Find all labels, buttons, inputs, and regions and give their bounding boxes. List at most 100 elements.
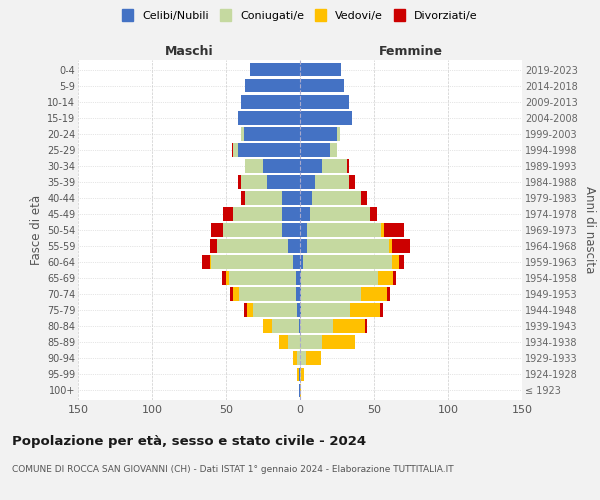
Bar bbox=[322, 159, 347, 172]
Bar bbox=[392, 239, 410, 253]
Bar bbox=[250, 63, 300, 76]
Bar bbox=[293, 256, 300, 269]
Bar bbox=[379, 272, 393, 285]
Bar bbox=[244, 304, 247, 317]
Bar bbox=[232, 143, 233, 156]
Bar bbox=[279, 336, 288, 349]
Bar bbox=[263, 320, 272, 333]
Text: COMUNE DI ROCCA SAN GIOVANNI (CH) - Dati ISTAT 1° gennaio 2024 - Elaborazione TU: COMUNE DI ROCCA SAN GIOVANNI (CH) - Dati… bbox=[12, 465, 454, 474]
Bar bbox=[241, 127, 244, 140]
Bar bbox=[300, 79, 344, 92]
Bar bbox=[301, 272, 379, 285]
Bar bbox=[233, 143, 238, 156]
Bar bbox=[241, 175, 268, 188]
Bar bbox=[223, 207, 233, 221]
Bar bbox=[300, 352, 306, 365]
Bar bbox=[300, 127, 337, 140]
Bar bbox=[226, 272, 229, 285]
Bar bbox=[299, 320, 300, 333]
Bar bbox=[389, 239, 392, 253]
Bar bbox=[211, 223, 223, 237]
Bar bbox=[361, 288, 388, 301]
Text: Femmine: Femmine bbox=[379, 46, 443, 59]
Bar bbox=[337, 127, 340, 140]
Bar bbox=[300, 256, 303, 269]
Bar bbox=[247, 304, 253, 317]
Bar bbox=[303, 256, 392, 269]
Bar bbox=[300, 223, 307, 237]
Bar bbox=[300, 143, 329, 156]
Bar bbox=[288, 239, 300, 253]
Bar bbox=[241, 191, 245, 204]
Bar bbox=[300, 384, 301, 397]
Bar bbox=[297, 304, 300, 317]
Bar bbox=[217, 239, 288, 253]
Bar bbox=[296, 272, 300, 285]
Bar bbox=[282, 223, 300, 237]
Bar bbox=[392, 256, 399, 269]
Bar bbox=[282, 191, 300, 204]
Bar bbox=[233, 207, 282, 221]
Bar bbox=[322, 336, 355, 349]
Bar bbox=[349, 175, 355, 188]
Bar bbox=[385, 223, 404, 237]
Bar bbox=[393, 272, 396, 285]
Bar bbox=[300, 159, 322, 172]
Bar bbox=[300, 320, 332, 333]
Bar bbox=[312, 191, 361, 204]
Bar bbox=[299, 368, 300, 381]
Bar bbox=[300, 207, 310, 221]
Bar bbox=[300, 175, 315, 188]
Bar bbox=[253, 304, 297, 317]
Y-axis label: Anni di nascita: Anni di nascita bbox=[583, 186, 596, 274]
Bar bbox=[300, 288, 301, 301]
Bar bbox=[300, 63, 341, 76]
Bar bbox=[301, 368, 304, 381]
Bar bbox=[299, 384, 300, 397]
Bar bbox=[307, 239, 389, 253]
Bar bbox=[229, 272, 296, 285]
Bar bbox=[245, 191, 282, 204]
Bar bbox=[296, 288, 300, 301]
Bar bbox=[238, 111, 300, 124]
Bar bbox=[300, 239, 307, 253]
Bar bbox=[233, 288, 239, 301]
Bar bbox=[238, 175, 241, 188]
Y-axis label: Fasce di età: Fasce di età bbox=[29, 195, 43, 265]
Bar bbox=[239, 288, 296, 301]
Bar bbox=[361, 191, 367, 204]
Bar bbox=[365, 320, 367, 333]
Bar bbox=[380, 304, 383, 317]
Bar bbox=[263, 159, 300, 172]
Bar bbox=[315, 175, 349, 188]
Bar bbox=[210, 239, 217, 253]
Bar bbox=[350, 304, 380, 317]
Bar bbox=[300, 191, 312, 204]
Bar bbox=[221, 272, 226, 285]
Bar bbox=[300, 95, 349, 108]
Bar bbox=[382, 223, 385, 237]
Bar bbox=[288, 336, 300, 349]
Bar bbox=[268, 175, 300, 188]
Bar bbox=[301, 288, 361, 301]
Bar bbox=[300, 304, 301, 317]
Bar bbox=[347, 159, 349, 172]
Bar bbox=[241, 95, 300, 108]
Bar bbox=[300, 368, 301, 381]
Bar bbox=[310, 207, 370, 221]
Bar bbox=[399, 256, 404, 269]
Legend: Celibi/Nubili, Coniugati/e, Vedovi/e, Divorziati/e: Celibi/Nubili, Coniugati/e, Vedovi/e, Di… bbox=[122, 10, 478, 22]
Bar bbox=[307, 223, 382, 237]
Bar bbox=[306, 352, 321, 365]
Text: Popolazione per età, sesso e stato civile - 2024: Popolazione per età, sesso e stato civil… bbox=[12, 435, 366, 448]
Bar bbox=[297, 368, 299, 381]
Bar bbox=[293, 352, 297, 365]
Bar bbox=[332, 320, 365, 333]
Text: Maschi: Maschi bbox=[164, 46, 214, 59]
Bar bbox=[329, 143, 337, 156]
Bar bbox=[244, 127, 300, 140]
Bar bbox=[300, 272, 301, 285]
Bar bbox=[272, 320, 299, 333]
Bar bbox=[238, 143, 300, 156]
Bar bbox=[301, 304, 350, 317]
